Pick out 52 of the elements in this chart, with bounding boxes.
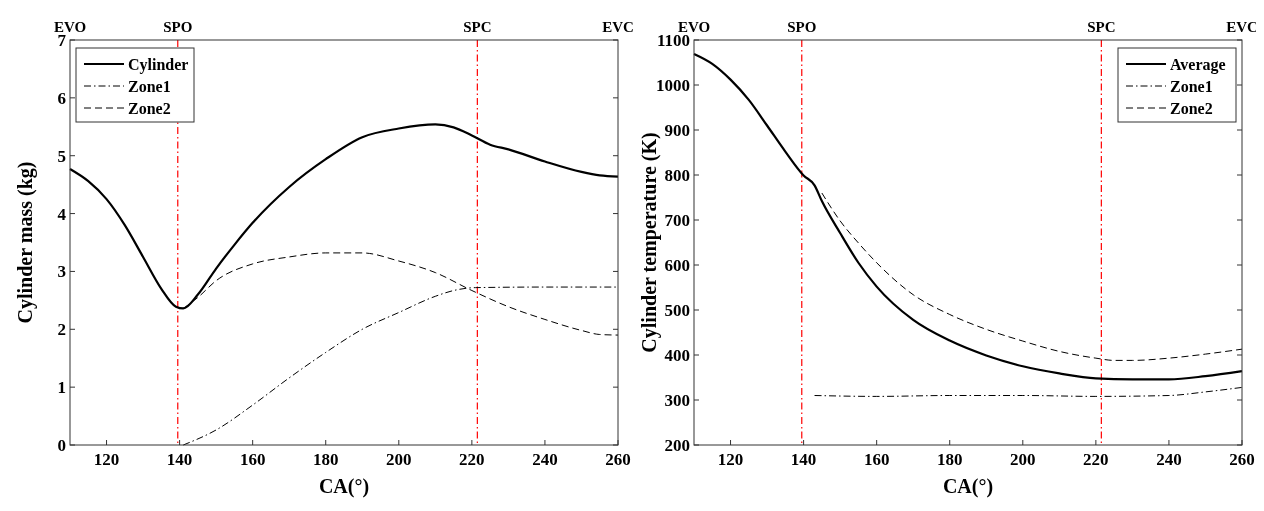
x-tick-label: 140 <box>166 450 193 469</box>
x-axis-title: CA(°) <box>942 475 994 498</box>
y-tick-label: 400 <box>664 345 690 365</box>
line-series <box>692 52 1244 381</box>
y-tick-label: 5 <box>57 146 66 166</box>
x-tick-label: 200 <box>386 450 412 469</box>
x-tick-label: 120 <box>717 450 744 469</box>
y-tick-label: 900 <box>664 120 690 140</box>
ref-line-label: SPO <box>787 19 817 35</box>
x-tick-label: 160 <box>239 450 266 469</box>
x-tick-label: 260 <box>605 450 631 469</box>
y-tick-label: 600 <box>664 255 690 275</box>
ref-line-label: SPC <box>1087 19 1116 35</box>
legend-label: Zone2 <box>1170 99 1213 117</box>
x-tick-label: 180 <box>312 450 339 469</box>
y-tick-label: 700 <box>664 210 690 230</box>
y-tick-label: 2 <box>57 320 66 340</box>
y-tick-label: 800 <box>664 165 690 185</box>
x-tick-label: 120 <box>93 450 120 469</box>
legend-label: Average <box>1170 55 1226 74</box>
y-tick-label: 4 <box>57 204 67 224</box>
y-tick-label: 500 <box>664 300 690 320</box>
x-tick-label: 200 <box>1010 450 1036 469</box>
x-tick-label: 260 <box>1229 450 1255 469</box>
x-tick-label: 180 <box>936 450 963 469</box>
text: EVC <box>1226 19 1258 35</box>
legend-label: Zone1 <box>128 77 171 95</box>
text: EVO <box>677 19 711 35</box>
x-tick-label: 240 <box>532 450 558 469</box>
x-axis-title: CA(°) <box>318 475 370 498</box>
y-axis-title: Cylinder mass (kg) <box>14 161 37 324</box>
x-tick-label: 160 <box>863 450 890 469</box>
legend-label: Zone1 <box>1170 77 1213 95</box>
legend-label: Cylinder <box>128 55 189 74</box>
y-tick-label: 1 <box>57 378 66 398</box>
y-tick-label: 6 <box>57 88 66 108</box>
ref-line-label: SPO <box>163 19 193 35</box>
legend-label: Zone2 <box>128 99 171 117</box>
x-tick-label: 220 <box>1083 450 1109 469</box>
y-tick-label: 300 <box>664 390 690 410</box>
y-tick-label: 1000 <box>656 75 690 95</box>
y-tick-label: 3 <box>57 262 66 282</box>
y-axis-title: Cylinder temperature (K) <box>638 132 661 353</box>
y-tick-label: 200 <box>664 435 690 455</box>
text: EVC <box>602 19 634 35</box>
x-tick-label: 220 <box>459 450 485 469</box>
y-tick-label: 0 <box>57 435 66 455</box>
line-series <box>814 386 1243 397</box>
ref-line-label: SPC <box>463 19 492 35</box>
x-tick-label: 140 <box>790 450 817 469</box>
x-tick-label: 240 <box>1156 450 1182 469</box>
text: EVO <box>53 19 87 35</box>
